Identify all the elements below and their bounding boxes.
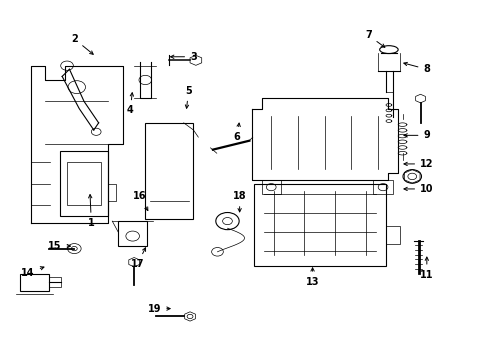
Text: 8: 8 xyxy=(403,62,429,74)
Bar xyxy=(67,162,101,205)
Text: 4: 4 xyxy=(126,93,133,115)
Bar xyxy=(20,274,49,291)
Text: 10: 10 xyxy=(403,184,433,194)
Bar xyxy=(385,226,399,244)
Bar xyxy=(261,180,281,194)
Text: 7: 7 xyxy=(365,30,384,47)
Text: 9: 9 xyxy=(403,130,429,140)
Bar xyxy=(144,123,193,219)
Text: 14: 14 xyxy=(21,267,44,278)
Text: 17: 17 xyxy=(130,248,145,269)
Text: 13: 13 xyxy=(305,268,319,287)
Text: 16: 16 xyxy=(133,191,147,211)
Bar xyxy=(60,152,108,216)
Text: 2: 2 xyxy=(71,34,93,54)
Text: 11: 11 xyxy=(419,257,433,280)
Bar xyxy=(254,184,385,266)
Text: 12: 12 xyxy=(403,159,433,169)
Text: 1: 1 xyxy=(88,194,95,228)
Text: 5: 5 xyxy=(185,86,192,108)
Bar xyxy=(49,277,61,287)
Bar xyxy=(118,221,147,246)
Text: 15: 15 xyxy=(48,241,70,251)
Bar xyxy=(372,180,392,194)
Text: 6: 6 xyxy=(233,123,240,142)
Text: 19: 19 xyxy=(147,303,170,314)
Text: 3: 3 xyxy=(170,52,196,62)
Text: 18: 18 xyxy=(232,191,246,212)
